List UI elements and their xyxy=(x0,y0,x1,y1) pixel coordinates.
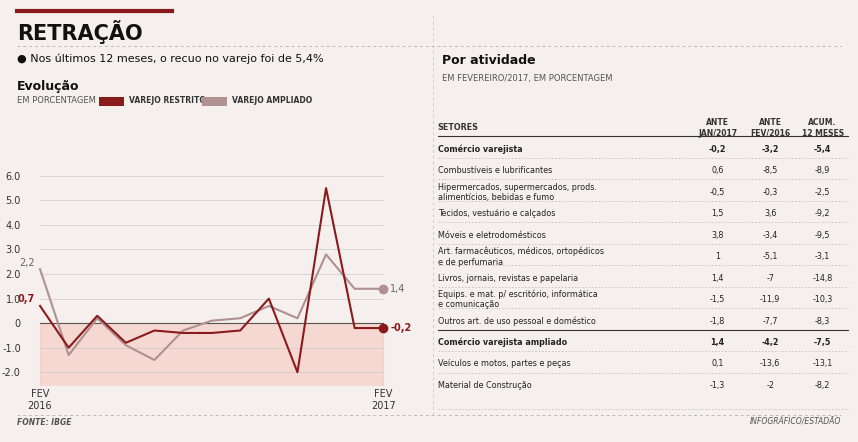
Text: -13,1: -13,1 xyxy=(813,359,833,369)
Text: 2,2: 2,2 xyxy=(19,259,34,268)
Text: EM PORCENTAGEM: EM PORCENTAGEM xyxy=(17,96,96,105)
Text: -7: -7 xyxy=(766,274,774,282)
Text: -13,6: -13,6 xyxy=(760,359,780,369)
Text: Art. farmacêuticos, médicos, ortopédicos
e de perfumaria: Art. farmacêuticos, médicos, ortopédicos… xyxy=(438,247,603,267)
Text: Hipermercados, supermercados, prods.
alimentícios, bebidas e fumo: Hipermercados, supermercados, prods. ali… xyxy=(438,183,596,202)
Text: 1,5: 1,5 xyxy=(711,209,724,218)
Text: -2,5: -2,5 xyxy=(815,188,831,197)
Text: -5,1: -5,1 xyxy=(763,252,778,261)
Text: ANTE
FEV/2016: ANTE FEV/2016 xyxy=(750,118,790,137)
Text: Por atividade: Por atividade xyxy=(442,54,535,67)
Text: -10,3: -10,3 xyxy=(813,295,833,304)
Text: -4,2: -4,2 xyxy=(761,338,779,347)
Text: Comércio varejista ampliado: Comércio varejista ampliado xyxy=(438,338,566,347)
Text: -3,4: -3,4 xyxy=(763,231,777,240)
Text: Móveis e eletrodomésticos: Móveis e eletrodomésticos xyxy=(438,231,546,240)
Text: Tecidos, vestuário e calçados: Tecidos, vestuário e calçados xyxy=(438,209,555,218)
Text: FONTE: IBGE: FONTE: IBGE xyxy=(17,418,72,427)
Text: -7,5: -7,5 xyxy=(814,338,831,347)
Text: Combustíveis e lubrificantes: Combustíveis e lubrificantes xyxy=(438,166,552,175)
Text: 3,8: 3,8 xyxy=(711,231,724,240)
Text: -0,3: -0,3 xyxy=(763,188,777,197)
Text: -1,3: -1,3 xyxy=(710,381,725,390)
Text: Comércio varejista: Comércio varejista xyxy=(438,145,523,154)
Text: -14,8: -14,8 xyxy=(813,274,833,282)
Text: 0,7: 0,7 xyxy=(17,294,34,304)
Text: VAREJO AMPLIADO: VAREJO AMPLIADO xyxy=(232,96,312,105)
Text: Material de Construção: Material de Construção xyxy=(438,381,531,390)
Text: -8,9: -8,9 xyxy=(815,166,831,175)
Text: Outros art. de uso pessoal e doméstico: Outros art. de uso pessoal e doméstico xyxy=(438,316,595,326)
Text: 1,4: 1,4 xyxy=(710,338,725,347)
Text: -8,3: -8,3 xyxy=(815,316,831,325)
Text: -11,9: -11,9 xyxy=(760,295,780,304)
Text: -1,8: -1,8 xyxy=(710,316,725,325)
Text: 0,1: 0,1 xyxy=(711,359,724,369)
Text: 1,4: 1,4 xyxy=(711,274,724,282)
Text: -8,2: -8,2 xyxy=(815,381,831,390)
Text: Equips. e mat. p/ escritório, informática
e comunicação: Equips. e mat. p/ escritório, informátic… xyxy=(438,290,597,309)
Text: -1,5: -1,5 xyxy=(710,295,725,304)
Text: -0,2: -0,2 xyxy=(390,323,412,333)
Text: ● Nos últimos 12 meses, o recuo no varejo foi de 5,4%: ● Nos últimos 12 meses, o recuo no varej… xyxy=(17,54,323,65)
Text: -0,5: -0,5 xyxy=(710,188,725,197)
Text: Evolução: Evolução xyxy=(17,80,80,92)
Text: Veículos e motos, partes e peças: Veículos e motos, partes e peças xyxy=(438,359,571,369)
Text: SETORES: SETORES xyxy=(438,123,479,132)
Text: RETRAÇÃO: RETRAÇÃO xyxy=(17,20,142,44)
Text: -9,5: -9,5 xyxy=(815,231,831,240)
Text: 1,4: 1,4 xyxy=(390,284,406,294)
Text: -3,1: -3,1 xyxy=(815,252,831,261)
Text: EM FEVEREIRO/2017, EM PORCENTAGEM: EM FEVEREIRO/2017, EM PORCENTAGEM xyxy=(442,74,613,83)
Text: VAREJO RESTRITO: VAREJO RESTRITO xyxy=(129,96,206,105)
Text: -8,5: -8,5 xyxy=(763,166,778,175)
Text: 1: 1 xyxy=(715,252,720,261)
Text: -5,4: -5,4 xyxy=(814,145,831,154)
Text: -9,2: -9,2 xyxy=(815,209,831,218)
Text: -7,7: -7,7 xyxy=(763,316,778,325)
Text: -3,2: -3,2 xyxy=(761,145,779,154)
Text: INFOGRÁFICO/ESTADÃO: INFOGRÁFICO/ESTADÃO xyxy=(750,418,841,427)
Text: ANTE
JAN/2017: ANTE JAN/2017 xyxy=(698,118,737,137)
Text: 3,6: 3,6 xyxy=(764,209,776,218)
Text: ACUM.
12 MESES: ACUM. 12 MESES xyxy=(801,118,843,137)
Text: Livros, jornais, revistas e papelaria: Livros, jornais, revistas e papelaria xyxy=(438,274,577,282)
Text: -2: -2 xyxy=(766,381,774,390)
Text: -0,2: -0,2 xyxy=(709,145,727,154)
Text: 0,6: 0,6 xyxy=(711,166,724,175)
